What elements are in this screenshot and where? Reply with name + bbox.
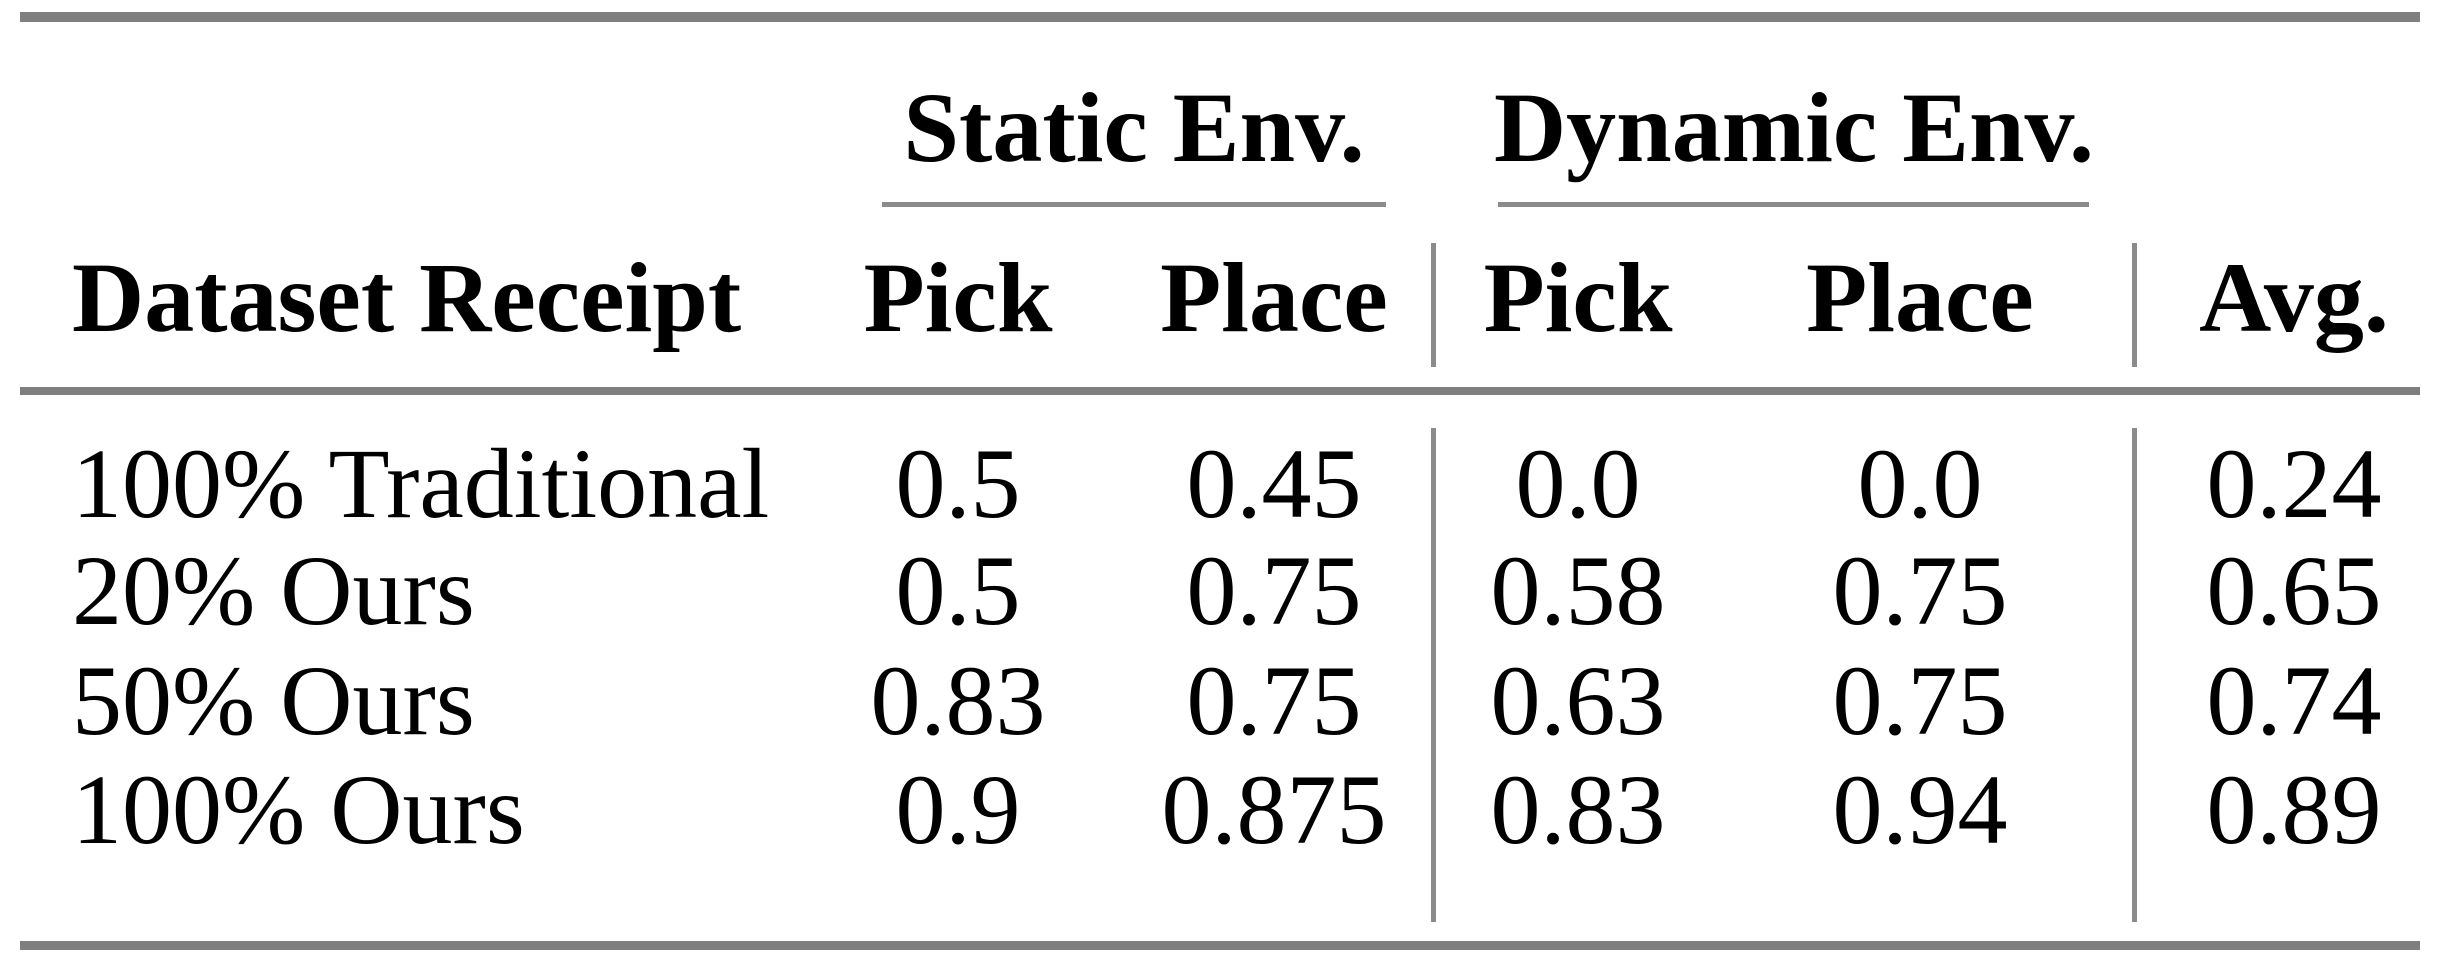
row-label: 20% Ours (72, 535, 475, 646)
dynamic-env-cmidrule (1498, 202, 2089, 207)
column-header-dynamic-place: Place (1806, 242, 2034, 353)
row-label: 50% Ours (72, 645, 475, 756)
cell-static-pick: 0.5 (895, 535, 1021, 646)
cell-dynamic-pick: 0.58 (1490, 535, 1666, 646)
vertical-separator-static-dynamic-header (1431, 243, 1436, 367)
cell-dynamic-place: 0.94 (1832, 754, 2008, 865)
cell-dynamic-place: 0.0 (1857, 428, 1983, 539)
column-header-dataset-receipt: Dataset Receipt (72, 242, 742, 353)
column-header-static-place: Place (1160, 242, 1388, 353)
cell-avg: 0.65 (2206, 535, 2382, 646)
column-header-static-pick: Pick (863, 242, 1053, 353)
row-label: 100% Ours (72, 754, 525, 865)
top-rule (20, 12, 2420, 22)
cell-dynamic-pick: 0.63 (1490, 645, 1666, 756)
cell-static-place: 0.875 (1161, 754, 1387, 865)
cell-avg: 0.89 (2206, 754, 2382, 865)
vertical-separator-dynamic-avg-body (2132, 428, 2137, 922)
cell-dynamic-pick: 0.83 (1490, 754, 1666, 865)
cell-avg: 0.24 (2206, 428, 2382, 539)
column-header-avg: Avg. (2199, 242, 2389, 353)
cell-static-pick: 0.5 (895, 428, 1021, 539)
header-separator-rule (20, 387, 2420, 395)
cell-static-place: 0.75 (1186, 535, 1362, 646)
cell-dynamic-place: 0.75 (1832, 535, 2008, 646)
cell-static-pick: 0.83 (870, 645, 1046, 756)
cell-dynamic-pick: 0.0 (1515, 428, 1641, 539)
column-header-dynamic-pick: Pick (1483, 242, 1673, 353)
row-label: 100% Traditional (72, 428, 770, 539)
cell-dynamic-place: 0.75 (1832, 645, 2008, 756)
cell-static-place: 0.45 (1186, 428, 1362, 539)
static-env-cmidrule (882, 202, 1386, 207)
vertical-separator-static-dynamic-body (1431, 428, 1436, 922)
group-header-static-env: Static Env. (903, 72, 1365, 183)
cell-static-place: 0.75 (1186, 645, 1362, 756)
vertical-separator-dynamic-avg-header (2132, 243, 2137, 367)
bottom-rule (20, 941, 2420, 950)
cell-static-pick: 0.9 (895, 754, 1021, 865)
group-header-dynamic-env: Dynamic Env. (1493, 72, 2095, 183)
cell-avg: 0.74 (2206, 645, 2382, 756)
